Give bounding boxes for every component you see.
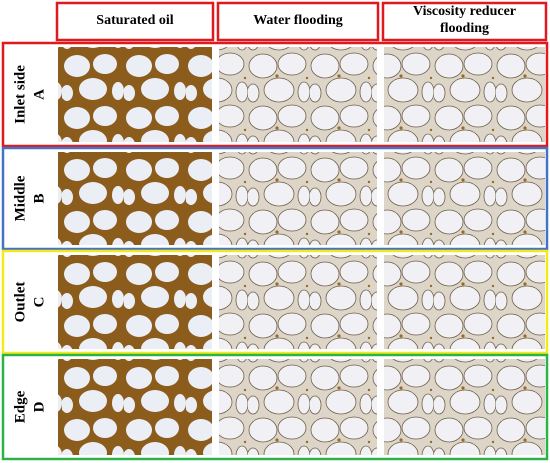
row-border [1, 41, 549, 148]
header-box [381, 1, 548, 42]
row: Outlet C [1, 249, 549, 355]
header-box [216, 1, 380, 42]
column-header: Water flooding [253, 13, 343, 28]
micrograph [384, 47, 545, 142]
row-letter: A [31, 89, 47, 100]
micrograph [58, 152, 212, 245]
row: Middle B [1, 146, 549, 251]
row-border [1, 146, 549, 251]
micrograph [58, 255, 212, 349]
micrograph [219, 152, 377, 245]
row-border [1, 353, 549, 461]
row-letter: D [31, 401, 47, 412]
column-header: flooding [440, 21, 489, 36]
micrograph [219, 359, 377, 455]
micrograph [58, 359, 212, 455]
micrograph [384, 359, 545, 455]
micrograph [58, 47, 212, 142]
row-name: Edge [12, 390, 28, 423]
row-letter: C [31, 297, 47, 308]
row-name: Inlet side [12, 65, 28, 124]
micrograph [384, 152, 545, 245]
row: Inlet side A [1, 41, 549, 148]
micrograph [384, 255, 545, 349]
row-name: Middle [12, 175, 28, 221]
row-name: Outlet [12, 282, 28, 323]
column-headers: Saturated oil Water flooding Viscosity red… [55, 1, 548, 42]
micrograph [219, 255, 377, 349]
row: Edge D [1, 353, 549, 461]
column-header: Saturated oil [96, 13, 174, 28]
column-header: Viscosity reducer [413, 4, 516, 19]
micrograph [219, 47, 377, 142]
header-box [55, 1, 215, 42]
row-letter: B [31, 193, 47, 203]
row-border [1, 249, 549, 355]
